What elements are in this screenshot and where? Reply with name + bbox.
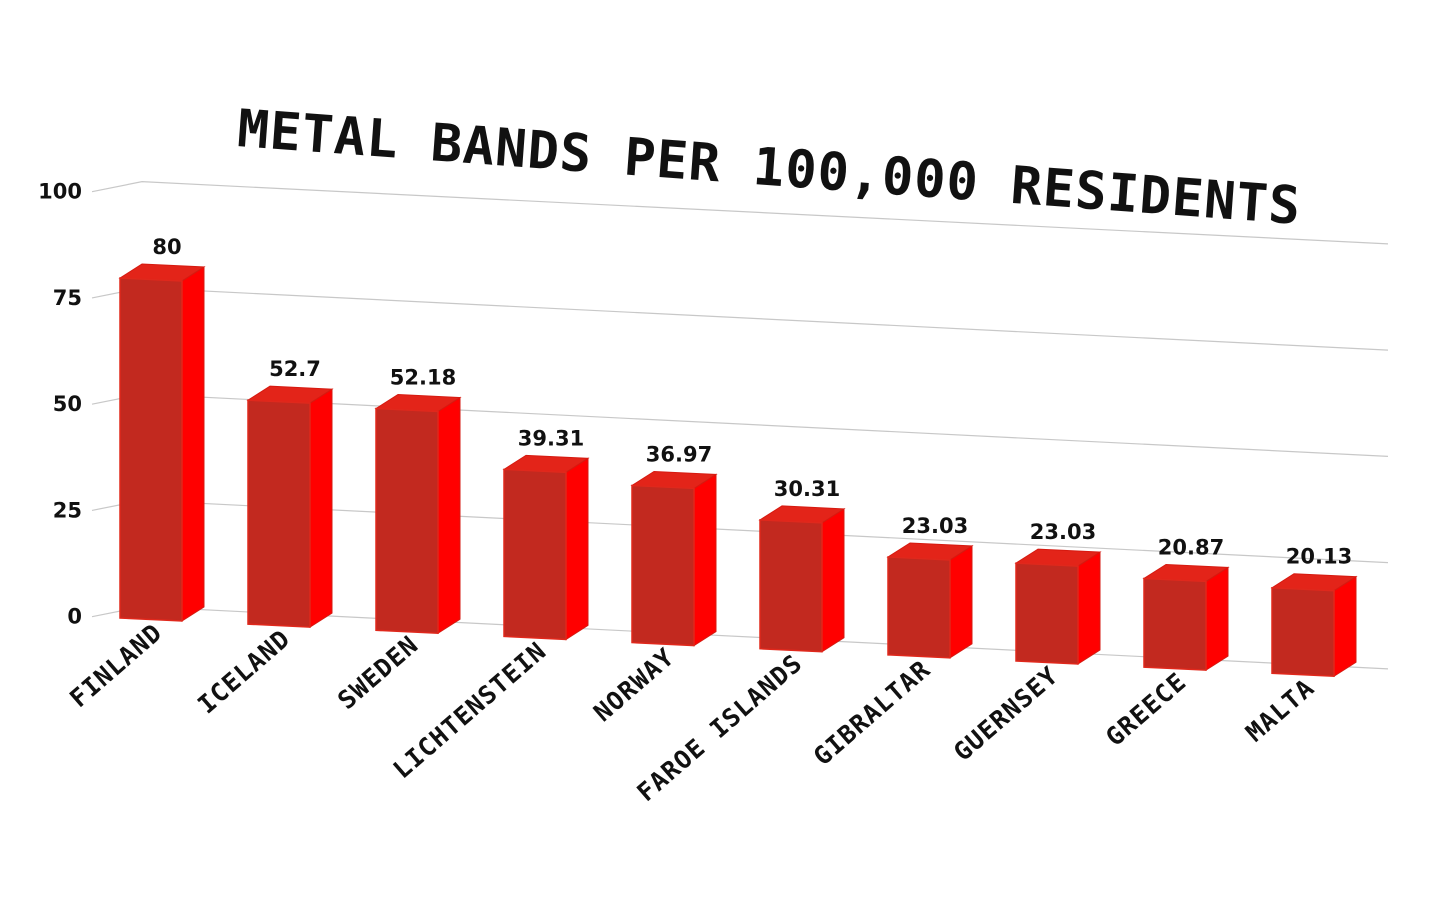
bar-side	[437, 396, 461, 635]
bar-front	[1271, 586, 1335, 678]
bar	[118, 263, 206, 622]
gridline	[91, 287, 1389, 351]
bar-front	[887, 556, 951, 659]
bar	[246, 385, 334, 629]
gridline	[91, 181, 1389, 245]
category-label: GIBRALTAR	[808, 654, 936, 771]
bar-side	[949, 545, 973, 659]
y-tick-label: 75	[53, 286, 82, 310]
bar-side	[1077, 551, 1101, 665]
value-label: 23.03	[902, 514, 968, 538]
bar	[886, 542, 974, 659]
bar-side	[1205, 566, 1229, 672]
bar	[502, 454, 590, 641]
y-tick-label: 50	[53, 392, 82, 416]
value-label: 20.13	[1286, 545, 1352, 569]
y-tick-label: 25	[53, 498, 82, 522]
bar-side	[181, 266, 205, 622]
category-label: MALTA	[1240, 673, 1320, 748]
bar	[758, 505, 846, 653]
bar-front	[1015, 562, 1079, 665]
bar	[1014, 548, 1102, 665]
category-label: ICELAND	[192, 624, 296, 720]
y-tick-label: 0	[67, 605, 82, 629]
bar-front	[631, 484, 695, 647]
value-label: 52.18	[390, 366, 456, 390]
value-label: 80	[152, 235, 181, 259]
y-axis: 0 25 50 75 100	[38, 180, 82, 629]
bar	[630, 470, 718, 647]
category-label: GUERNSEY	[948, 661, 1064, 767]
value-label: 20.87	[1158, 535, 1224, 559]
value-label: 23.03	[1030, 520, 1096, 544]
bar	[1270, 573, 1358, 678]
bar-front	[759, 519, 823, 653]
value-label: 36.97	[646, 442, 712, 466]
category-label: FINLAND	[64, 618, 168, 714]
bar-front	[247, 399, 311, 628]
bar-front	[503, 468, 567, 641]
bar	[374, 394, 462, 635]
value-label: 30.31	[774, 477, 840, 501]
bar-front	[375, 407, 439, 635]
bar-front	[119, 277, 183, 622]
bar-side	[565, 457, 589, 641]
bars	[118, 263, 1358, 678]
category-label: GREECE	[1100, 667, 1192, 752]
category-label: NORWAY	[588, 642, 680, 727]
bar-side	[309, 388, 333, 629]
chart-title: METAL BANDS PER 100,000 RESIDENTS	[235, 99, 1303, 237]
bar-side	[1333, 575, 1357, 678]
value-label: 39.31	[518, 426, 584, 450]
bar-side	[821, 507, 845, 653]
category-label: SWEDEN	[332, 630, 424, 715]
bar-side	[693, 473, 717, 647]
bar-front	[1143, 577, 1207, 671]
value-labels: 80 52.7 52.18 39.31 36.97 30.31 23.03 23.03 20.8…	[152, 235, 1352, 569]
bar	[1142, 563, 1230, 672]
value-label: 52.7	[269, 357, 321, 381]
y-tick-label: 100	[38, 180, 82, 204]
